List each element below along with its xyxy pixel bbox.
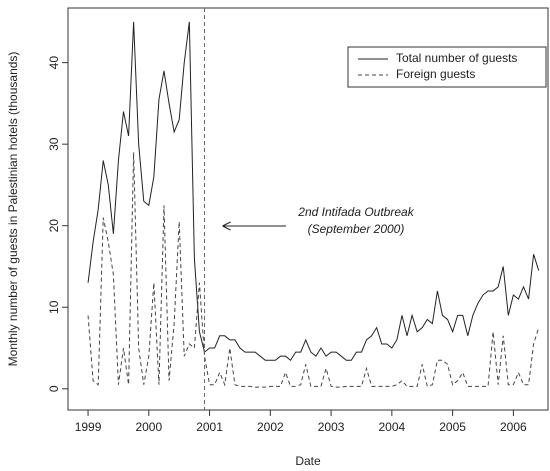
x-tick-label: 2001 (196, 420, 223, 434)
x-tick-label: 2005 (439, 420, 466, 434)
annotation-arrowhead (222, 221, 231, 231)
x-tick-label: 2004 (378, 420, 405, 434)
y-tick-label: 10 (47, 300, 61, 314)
legend-label: Total number of guests (396, 51, 517, 65)
legend-label: Foreign guests (396, 67, 475, 81)
plot-frame (67, 7, 549, 411)
x-tick-label: 2002 (257, 420, 284, 434)
y-axis-label: Monthly number of guests in Palestinian … (6, 52, 20, 367)
annotation-text: (September 2000) (308, 222, 405, 236)
x-axis-label: Date (295, 454, 321, 468)
x-tick-label: 1999 (75, 420, 102, 434)
x-tick-label: 2003 (318, 420, 345, 434)
y-tick-label: 40 (47, 56, 61, 70)
legend-box (347, 46, 547, 88)
x-tick-label: 2000 (135, 420, 162, 434)
y-tick-label: 0 (47, 385, 61, 392)
series-line (87, 152, 540, 388)
annotation-text: 2nd Intifada Outbreak (297, 205, 414, 219)
y-tick-label: 30 (47, 137, 61, 151)
series-line (87, 21, 540, 362)
y-tick-label: 20 (47, 219, 61, 233)
x-tick-label: 2006 (500, 420, 527, 434)
